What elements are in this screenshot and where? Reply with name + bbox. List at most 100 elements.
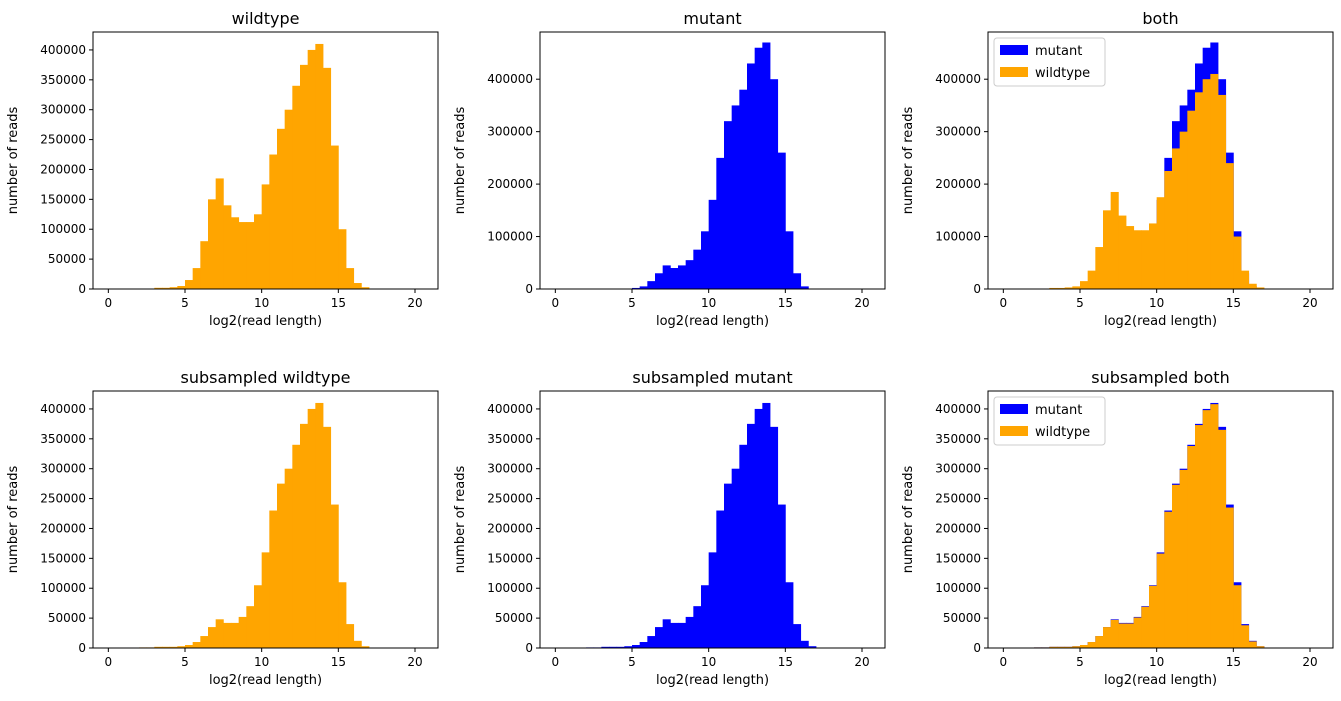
histogram-bar [284, 109, 293, 289]
y-tick-label: 400000 [935, 72, 981, 86]
histogram-bar [315, 43, 324, 290]
histogram-bar [662, 619, 671, 648]
histogram-bar [708, 199, 717, 289]
y-tick-label: 400000 [40, 402, 86, 416]
y-axis-label: number of reads [901, 106, 916, 214]
histogram-bar [693, 249, 702, 289]
y-tick-label: 300000 [935, 462, 981, 476]
histogram-bar [1110, 191, 1119, 289]
histogram-bar [701, 585, 710, 648]
x-tick-label: 5 [628, 655, 636, 669]
histogram-bar [1156, 553, 1165, 648]
y-axis-label: number of reads [453, 106, 468, 214]
x-tick-label: 10 [701, 296, 716, 310]
histogram-bar [777, 504, 786, 648]
histogram-bar [1179, 469, 1188, 648]
x-tick-label: 0 [1000, 296, 1008, 310]
histogram-bar [1225, 507, 1234, 648]
histogram-bar [254, 585, 263, 648]
x-axis-label: log2(read length) [656, 314, 769, 329]
histogram-bar [284, 468, 293, 648]
histogram-bar [1149, 585, 1158, 648]
y-tick-label: 200000 [487, 177, 533, 191]
y-tick-label: 200000 [935, 521, 981, 535]
histogram-bar [162, 287, 171, 289]
histogram-bar [254, 214, 263, 289]
histogram-bar [269, 154, 278, 289]
x-tick-label: 0 [105, 296, 113, 310]
histogram-bar [246, 606, 255, 648]
histogram-bar [647, 281, 656, 289]
y-axis-label: number of reads [6, 465, 21, 573]
histogram-bar [1057, 287, 1066, 289]
histogram-bar [1126, 623, 1135, 648]
subplot-6: 0 5 10 15 20 0 50000 100000 150000 200000 250000 30… [901, 368, 1334, 688]
histogram-bar [1218, 94, 1227, 289]
y-tick-label: 50000 [48, 252, 86, 266]
histogram-bar [1233, 585, 1242, 648]
y-axis-label: number of reads [453, 465, 468, 573]
histogram-bar [1172, 148, 1181, 289]
x-tick-label: 20 [407, 296, 422, 310]
histogram-bar [670, 622, 679, 648]
y-tick-label: 50000 [48, 611, 86, 625]
y-tick-label: 100000 [487, 230, 533, 244]
y-tick-label: 200000 [935, 177, 981, 191]
x-tick-label: 5 [1076, 296, 1084, 310]
histogram-bar [1126, 226, 1135, 289]
histogram-bar [1195, 425, 1204, 648]
histogram-bar [670, 268, 679, 289]
histogram-bar [162, 646, 171, 648]
histogram-bar [754, 47, 763, 290]
y-tick-label: 200000 [40, 162, 86, 176]
y-tick-label: 150000 [40, 551, 86, 565]
histogram-bar [1248, 641, 1257, 648]
histogram-bar [177, 646, 186, 648]
histogram-bar [800, 286, 809, 289]
histogram-bar [1187, 445, 1196, 648]
axes-frame [539, 390, 886, 649]
histogram-bar [1156, 197, 1165, 289]
histogram-bar [215, 619, 224, 648]
x-tick-label: 15 [331, 296, 346, 310]
histogram-bar [1225, 163, 1234, 289]
x-axis-label: log2(read length) [1104, 314, 1217, 329]
histogram-bar [323, 426, 332, 648]
y-tick-label: 200000 [40, 521, 86, 535]
x-tick-label: 0 [552, 655, 560, 669]
histogram-bar [785, 231, 794, 289]
histogram-bar [261, 184, 270, 289]
x-tick-label: 15 [778, 296, 793, 310]
histogram-bar [1064, 287, 1073, 289]
histogram-bar [716, 157, 725, 289]
histogram-bar [269, 510, 278, 648]
histogram-bar [724, 121, 733, 289]
histogram-bar [192, 642, 201, 648]
histogram-bar [353, 640, 362, 648]
histogram-bar [1064, 646, 1073, 648]
legend-label-wildtype: wildtype [1035, 425, 1090, 440]
chart-title: both [1142, 9, 1178, 28]
axes-frame [92, 31, 439, 290]
y-tick-label: 250000 [40, 492, 86, 506]
y-tick-label: 100000 [935, 230, 981, 244]
histogram-bar [1141, 606, 1150, 648]
histogram-bar [307, 49, 316, 290]
histogram-bar [1049, 646, 1058, 648]
histogram-bar [639, 642, 648, 648]
histogram-bar [701, 231, 710, 289]
histogram-bar [754, 408, 763, 648]
y-tick-label: 300000 [40, 103, 86, 117]
histogram-bar [353, 283, 362, 289]
y-tick-label: 0 [78, 282, 86, 296]
histogram-bar [685, 260, 694, 289]
y-tick-label: 350000 [935, 432, 981, 446]
histogram-bar [800, 640, 809, 648]
y-tick-label: 300000 [935, 125, 981, 139]
x-tick-label: 5 [628, 296, 636, 310]
subplot-2: 0 5 10 15 20 0 100000 200000 300000 400000 mutant l… [453, 9, 886, 329]
histogram-bar [1133, 230, 1142, 289]
histogram-bar [177, 286, 186, 289]
legend-swatch-wildtype [1000, 67, 1028, 77]
